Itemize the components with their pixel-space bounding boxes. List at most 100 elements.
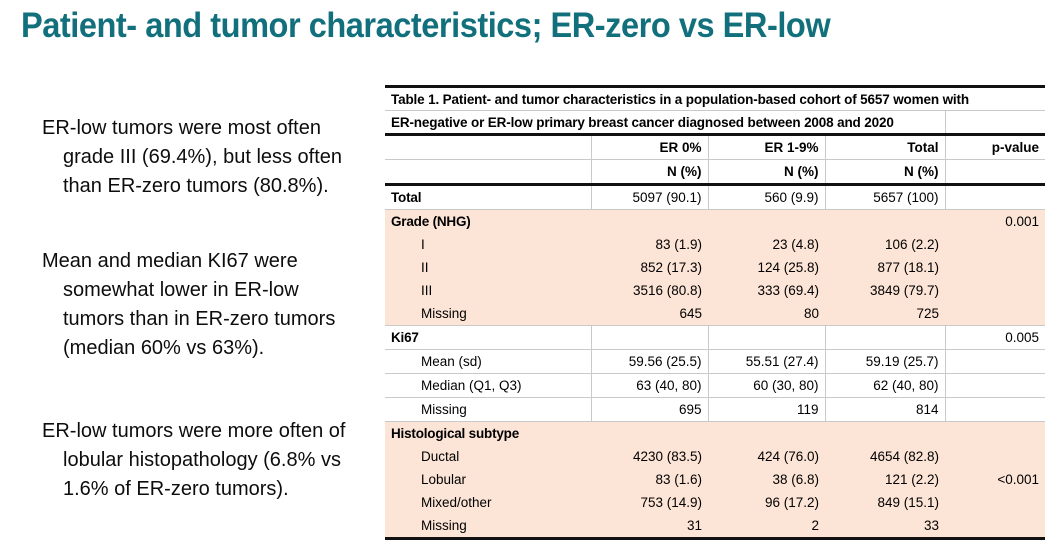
- table-caption-line1: Table 1. Patient- and tumor characterist…: [385, 86, 1046, 111]
- cell-label: Missing: [385, 397, 591, 422]
- cell-er0: [591, 421, 708, 445]
- cell-er0: 4230 (83.5): [591, 445, 708, 468]
- cell-pvalue: [945, 233, 1046, 256]
- table-row-grade-1: I 83 (1.9) 23 (4.8) 106 (2.2): [385, 233, 1046, 256]
- cell-label: Mean (sd): [385, 349, 591, 374]
- cell-er0: 63 (40, 80): [590, 373, 708, 398]
- cell-label: Grade (NHG): [385, 209, 591, 233]
- cell-label: II: [385, 256, 591, 279]
- cell-er19: 60 (30, 80): [707, 373, 825, 398]
- cell-pvalue: <0.001: [945, 468, 1046, 491]
- cell-pvalue: [944, 349, 1046, 374]
- cell-er19: [708, 209, 825, 233]
- cell-er19: 23 (4.8): [708, 233, 825, 256]
- cell-total: 33: [825, 514, 945, 539]
- cell-er19: 124 (25.8): [708, 256, 825, 279]
- cell-total: [824, 325, 945, 350]
- cell-pvalue: 0.001: [945, 209, 1046, 233]
- cell-pvalue: 0.005: [944, 325, 1046, 350]
- cell-er0: [590, 325, 708, 350]
- bullet-text-histology: ER-low tumors were more often of lobular…: [42, 417, 390, 504]
- cell-er19: 80: [708, 302, 825, 326]
- table-row-grade-missing: Missing 645 80 725: [385, 302, 1046, 326]
- page-title: Patient- and tumor characteristics; ER-z…: [21, 6, 831, 45]
- cell-pvalue: [945, 279, 1046, 302]
- cell-pvalue: [945, 491, 1046, 514]
- subheader-er19: N (%): [707, 159, 825, 186]
- table-section-histology: Histological subtype: [385, 421, 1046, 445]
- cell-er19: [708, 421, 825, 445]
- table-section-grade: Grade (NHG) 0.001: [385, 209, 1046, 233]
- bullet-line: grade III (69.4%), but less often: [63, 146, 343, 168]
- cell-er0: 83 (1.9): [591, 233, 708, 256]
- table-1: Table 1. Patient- and tumor characterist…: [385, 85, 1046, 540]
- table-row-lobular: Lobular 83 (1.6) 38 (6.8) 121 (2.2) <0.0…: [385, 468, 1046, 491]
- bullet-line: than ER-zero tumors (80.8%).: [63, 175, 329, 197]
- bullet-line: tumors than in ER-zero tumors: [63, 308, 336, 330]
- cell-pvalue: [944, 373, 1046, 398]
- cell-total: 4654 (82.8): [825, 445, 945, 468]
- cell-er19: 96 (17.2): [708, 491, 825, 514]
- cell-pvalue: [945, 256, 1046, 279]
- cell-pvalue: [945, 302, 1046, 326]
- bullet-line: Mean and median KI67 were: [42, 250, 298, 272]
- cell-total: [825, 209, 945, 233]
- subheader-blank: [385, 159, 591, 186]
- col-header-total: Total: [824, 134, 945, 160]
- bullet-text-ki67: Mean and median KI67 were somewhat lower…: [42, 247, 390, 363]
- cell-total: 725: [825, 302, 945, 326]
- table-row-ki67-mean: Mean (sd) 59.56 (25.5) 55.51 (27.4) 59.1…: [385, 349, 1046, 374]
- table-row-total: Total 5097 (90.1) 560 (9.9) 5657 (100): [385, 184, 1046, 210]
- cell-er19: 119: [707, 397, 825, 422]
- characteristics-table: Table 1. Patient- and tumor characterist…: [385, 85, 1046, 540]
- cell-label: Mixed/other: [385, 491, 591, 514]
- bullet-line: lobular histopathology (6.8% vs: [63, 449, 341, 471]
- cell-er0: 3516 (80.8): [591, 279, 708, 302]
- cell-er19: 560 (9.9): [707, 184, 825, 210]
- cell-er19: 333 (69.4): [708, 279, 825, 302]
- table-row-ki67-missing: Missing 695 119 814: [385, 397, 1046, 422]
- subheader-er0: N (%): [590, 159, 708, 186]
- table-row-grade-3: III 3516 (80.8) 333 (69.4) 3849 (79.7): [385, 279, 1046, 302]
- subheader-total: N (%): [824, 159, 945, 186]
- table-caption-line2: ER-negative or ER-low primary breast can…: [385, 110, 945, 136]
- cell-total: 59.19 (25.7): [824, 349, 945, 374]
- cell-er19: [707, 325, 825, 350]
- cell-total: 814: [824, 397, 945, 422]
- cell-er19: 2: [708, 514, 825, 539]
- cell-pvalue: [945, 421, 1046, 445]
- cell-er0: [591, 209, 708, 233]
- cell-total: 5657 (100): [824, 184, 945, 210]
- table-section-ki67: Ki67 0.005: [385, 325, 1046, 350]
- bullet-text-grade: ER-low tumors were most often grade III …: [42, 114, 390, 201]
- bullet-line: ER-low tumors were most often: [42, 117, 321, 139]
- cell-label: Missing: [385, 514, 591, 539]
- bullet-line: ER-low tumors were more often of: [42, 420, 346, 442]
- table-caption-row-2: ER-negative or ER-low primary breast can…: [385, 110, 1046, 136]
- cell-label: Histological subtype: [385, 421, 591, 445]
- cell-total: 877 (18.1): [825, 256, 945, 279]
- cell-er0: 59.56 (25.5): [590, 349, 708, 374]
- cell-total: 121 (2.2): [825, 468, 945, 491]
- col-header-er19: ER 1-9%: [707, 134, 825, 160]
- table-row-mixed-other: Mixed/other 753 (14.9) 96 (17.2) 849 (15…: [385, 491, 1046, 514]
- cell-label: Missing: [385, 302, 591, 326]
- table-header-row: ER 0% ER 1-9% Total p-value: [385, 134, 1046, 160]
- cell-label: I: [385, 233, 591, 256]
- table-row-ductal: Ductal 4230 (83.5) 424 (76.0) 4654 (82.8…: [385, 445, 1046, 468]
- cell-label: III: [385, 279, 591, 302]
- table-caption-empty-cell: [944, 110, 1046, 136]
- bullet-line: somewhat lower in ER-low: [63, 279, 299, 301]
- cell-er0: 83 (1.6): [591, 468, 708, 491]
- cell-er19: 424 (76.0): [708, 445, 825, 468]
- cell-er19: 38 (6.8): [708, 468, 825, 491]
- table-subheader-row: N (%) N (%) N (%): [385, 159, 1046, 186]
- cell-label: Ki67: [385, 325, 591, 350]
- cell-total: 62 (40, 80): [824, 373, 945, 398]
- cell-label: Lobular: [385, 468, 591, 491]
- cell-label: Ductal: [385, 445, 591, 468]
- col-header-pvalue: p-value: [944, 134, 1046, 160]
- col-header-er0: ER 0%: [590, 134, 708, 160]
- cell-er0: 753 (14.9): [591, 491, 708, 514]
